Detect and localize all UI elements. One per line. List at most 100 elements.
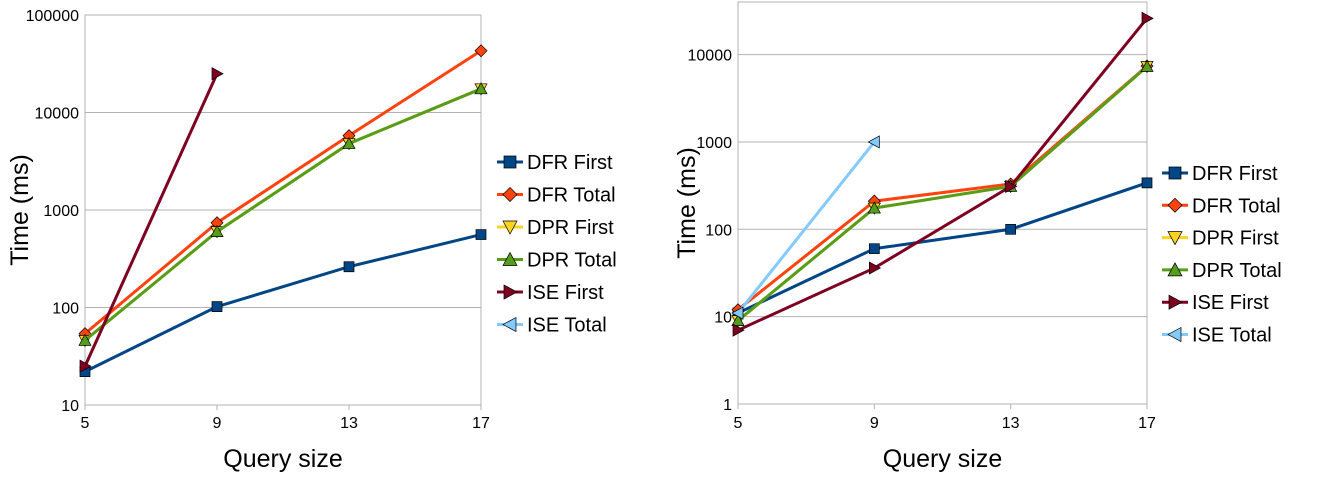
- series-line: [84, 233, 482, 373]
- legend-marker: [502, 251, 518, 266]
- y-tick-label: 100: [705, 222, 732, 239]
- data-point: [343, 261, 355, 273]
- legend-marker: [503, 284, 518, 300]
- legend-label: DFR Total: [527, 185, 616, 207]
- legend-entry: DPR First: [1162, 228, 1279, 250]
- legend-entry: DPR First: [497, 217, 614, 239]
- series-line: [84, 87, 482, 342]
- data-point: [1005, 223, 1017, 235]
- y-tick-label: 100: [52, 301, 79, 318]
- legend-marker: [1168, 294, 1183, 310]
- data-point: [342, 136, 356, 149]
- series-dpr-total: [78, 82, 488, 346]
- legend-entry: DFR First: [497, 152, 613, 174]
- x-tick-label: 17: [1138, 415, 1156, 432]
- y-tick-label: 1: [723, 397, 732, 414]
- data-point: [867, 135, 880, 149]
- y-axis-title: Time (ms): [6, 154, 34, 266]
- legend-label: DFR First: [527, 152, 613, 174]
- data-point: [731, 306, 744, 320]
- legend-label: DPR Total: [1192, 260, 1282, 282]
- legend-label: DPR First: [1192, 228, 1279, 250]
- legend-marker: [502, 316, 517, 333]
- series-line: [737, 65, 1148, 322]
- data-point: [210, 224, 224, 237]
- plot-area: [737, 1, 1148, 405]
- x-tick-label: 9: [870, 415, 879, 432]
- legend-marker: [503, 155, 517, 169]
- data-point: [78, 333, 92, 346]
- legend-entry: ISE Total: [1162, 325, 1272, 347]
- x-tick-label: 13: [1002, 415, 1020, 432]
- data-point: [1141, 11, 1154, 25]
- series-line: [84, 49, 482, 335]
- x-axis-title: Query size: [883, 445, 1002, 473]
- series-line: [737, 17, 1149, 332]
- data-point: [474, 44, 488, 58]
- y-tick-label: 10: [714, 310, 732, 327]
- legend-label: DFR First: [1192, 163, 1278, 185]
- legend-label: DPR First: [527, 217, 614, 239]
- x-axis-title: Query size: [223, 445, 342, 473]
- series-ise-first: [732, 11, 1154, 337]
- legend-entry: ISE First: [1162, 292, 1269, 314]
- legend: DFR First DFR Total DPR First DPR Total ISE …: [1162, 163, 1282, 347]
- series-line: [737, 181, 1148, 315]
- legend: DFR First DFR Total DPR First DPR Total ISE …: [497, 152, 617, 337]
- y-tick-label: 1000: [43, 203, 79, 220]
- legend-entry: ISE First: [497, 282, 604, 304]
- data-point: [474, 82, 488, 95]
- data-point: [1141, 177, 1153, 189]
- y-tick-label: 1000: [696, 135, 732, 152]
- legend-entry: DPR Total: [1162, 260, 1282, 282]
- data-point: [211, 67, 224, 81]
- series-line: [736, 141, 876, 314]
- data-point: [867, 201, 881, 214]
- series-dfr-total: [78, 44, 488, 341]
- legend-marker: [502, 220, 518, 235]
- legend-entry: DFR Total: [1162, 195, 1281, 217]
- data-point: [731, 313, 745, 326]
- x-tick-label: 5: [734, 415, 743, 432]
- series-line: [83, 73, 219, 367]
- legend-marker: [1167, 197, 1183, 213]
- legend-marker: [1167, 326, 1182, 343]
- data-point: [79, 359, 92, 373]
- legend-label: ISE First: [1192, 292, 1269, 314]
- legend-label: DFR Total: [1192, 195, 1281, 217]
- data-point: [1005, 179, 1018, 193]
- data-point: [1140, 59, 1154, 72]
- legend-marker: [1168, 166, 1182, 180]
- series-ise-first: [79, 67, 224, 373]
- data-point: [732, 323, 745, 337]
- data-point: [211, 301, 223, 313]
- series-ise-total: [731, 135, 880, 320]
- y-tick-label: 100000: [26, 8, 79, 25]
- x-tick-label: 5: [81, 415, 90, 432]
- legend-entry: DFR First: [1162, 163, 1278, 185]
- legend-marker: [1167, 231, 1183, 246]
- legend-label: ISE First: [527, 282, 604, 304]
- series-dfr-first: [79, 229, 487, 377]
- data-point: [475, 229, 487, 240]
- y-tick-label: 10000: [688, 48, 733, 65]
- y-axis-title: Time (ms): [673, 147, 701, 259]
- legend-marker: [1167, 262, 1183, 277]
- chart-panel-1: 10 100 1000 10000 100000 5 9 13 17 Query size Time…: [6, 8, 617, 473]
- legend-marker: [502, 187, 518, 202]
- x-tick-label: 17: [472, 415, 490, 432]
- legend-entry: ISE Total: [497, 315, 607, 337]
- legend-entry: DPR Total: [497, 250, 617, 272]
- x-tick-label: 9: [213, 415, 222, 432]
- x-tick-label: 13: [340, 415, 358, 432]
- legend-label: ISE Total: [527, 315, 607, 337]
- legend-entry: DFR Total: [497, 185, 616, 207]
- y-tick-label: 10000: [35, 106, 80, 123]
- legend-label: ISE Total: [1192, 325, 1272, 347]
- data-point: [868, 243, 880, 255]
- data-point: [868, 261, 882, 275]
- y-tick-label: 10: [61, 398, 79, 415]
- chart-panel-2: 1 10 100 1000 10000 5 9 13 17 Query size Time (ms)…: [673, 1, 1282, 473]
- legend-label: DPR Total: [527, 250, 617, 272]
